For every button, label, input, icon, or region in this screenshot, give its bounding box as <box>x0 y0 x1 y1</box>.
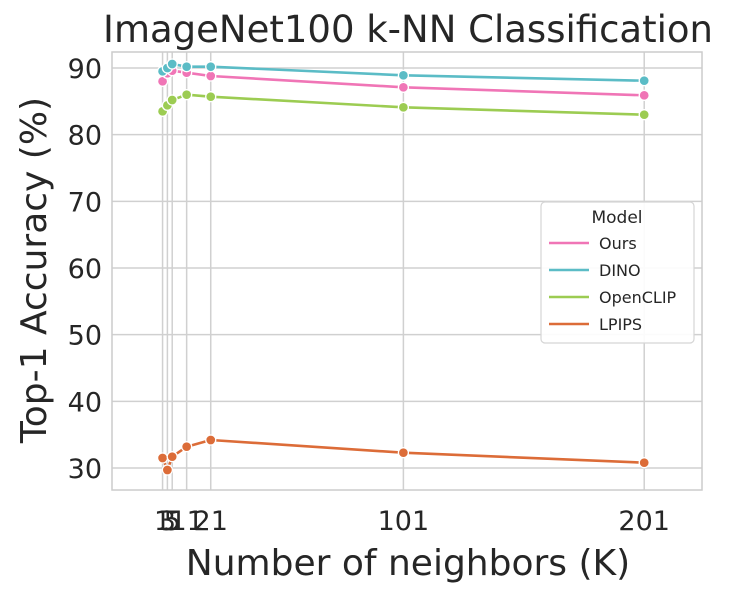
data-point <box>166 94 178 106</box>
data-point <box>205 61 217 73</box>
data-point <box>397 101 410 113</box>
data-point <box>181 61 193 73</box>
data-point <box>397 81 410 93</box>
data-point <box>181 89 193 101</box>
x-axis-label: Number of neighbors (K) <box>186 543 630 584</box>
y-tick-label: 50 <box>68 321 102 352</box>
x-tick-label: 11 <box>169 506 203 537</box>
legend-label: OpenCLIP <box>599 288 677 307</box>
series-layer <box>156 58 650 476</box>
legend-box <box>540 201 695 344</box>
data-point <box>397 447 410 459</box>
x-tick-label: 5 <box>164 506 181 537</box>
data-point <box>638 457 650 469</box>
data-point <box>205 434 217 446</box>
data-point <box>166 451 178 463</box>
data-point <box>205 70 217 82</box>
y-tick-label: 60 <box>68 254 102 285</box>
y-tick-label: 70 <box>68 187 102 218</box>
series-dino <box>156 58 650 87</box>
data-point <box>638 89 650 101</box>
y-tick-label: 80 <box>68 121 102 152</box>
data-point <box>205 91 217 103</box>
series-lpips <box>156 434 650 476</box>
data-point <box>156 452 169 464</box>
data-point <box>638 75 650 87</box>
data-point <box>638 109 650 121</box>
x-tick-label: 101 <box>378 506 430 537</box>
x-tick-label: 3 <box>159 506 176 537</box>
plot-frame <box>111 51 703 491</box>
y-tick-label: 40 <box>68 387 102 418</box>
legend-label: Ours <box>599 234 637 253</box>
legend-label: LPIPS <box>599 315 642 334</box>
x-tick-label: 201 <box>618 506 670 537</box>
legend-title: Model <box>591 208 642 228</box>
data-point <box>397 69 410 81</box>
legend-label: DINO <box>599 261 641 280</box>
data-point <box>166 58 178 70</box>
series-openclip <box>156 89 650 121</box>
y-tick-label: 30 <box>68 454 102 485</box>
y-tick-labels: 30 40 50 60 70 80 90 <box>68 54 102 485</box>
data-point <box>161 464 174 476</box>
y-axis-label: Top-1 Accuracy (%) <box>14 97 55 444</box>
data-point <box>181 441 193 453</box>
legend: Model Ours DINO OpenCLIP LPIPS <box>540 201 695 344</box>
x-tick-label: 21 <box>194 506 228 537</box>
legend-items: Ours DINO OpenCLIP LPIPS <box>549 234 677 334</box>
chart-title: ImageNet100 k-NN Classification <box>103 8 713 51</box>
x-tick-label: 1 <box>154 506 171 537</box>
y-tick-label: 90 <box>68 54 102 85</box>
